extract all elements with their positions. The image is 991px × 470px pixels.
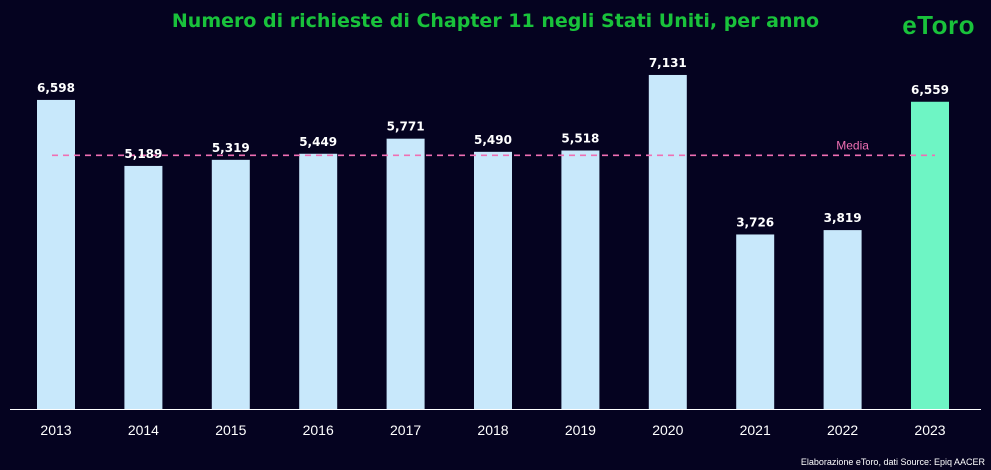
etoro-logo: eToro xyxy=(902,10,975,40)
tick-label-2014: 2014 xyxy=(128,422,159,438)
tick-label-2023: 2023 xyxy=(914,422,945,438)
bar-2023 xyxy=(911,101,949,409)
bar-2018 xyxy=(474,151,512,409)
value-label-2020: 7,131 xyxy=(649,56,687,70)
tick-label-2013: 2013 xyxy=(40,422,71,438)
bar-2014 xyxy=(124,165,163,409)
value-label-2013: 6,598 xyxy=(37,81,75,95)
tick-label-2017: 2017 xyxy=(390,422,421,438)
value-label-2022: 3,819 xyxy=(824,211,862,225)
value-label-2014: 5,189 xyxy=(124,147,162,161)
bar-2022 xyxy=(823,230,862,409)
tick-label-2021: 2021 xyxy=(740,422,771,438)
tick-label-2019: 2019 xyxy=(565,422,596,438)
bar-2021 xyxy=(736,234,775,409)
tick-label-2022: 2022 xyxy=(827,422,858,438)
bar-2020 xyxy=(648,74,687,410)
tick-label-2016: 2016 xyxy=(303,422,334,438)
tick-label-2018: 2018 xyxy=(477,422,508,438)
tick-label-2015: 2015 xyxy=(215,422,246,438)
bar-2017 xyxy=(386,138,425,410)
bar-2015 xyxy=(211,159,250,409)
tick-label-2020: 2020 xyxy=(652,422,683,438)
value-label-2019: 5,518 xyxy=(561,132,599,146)
value-label-2017: 5,771 xyxy=(387,120,425,134)
bar-2013 xyxy=(37,99,75,409)
source-note: Elaborazione eToro, dati Source: Epiq AA… xyxy=(800,457,985,467)
bar-2019 xyxy=(561,150,600,409)
value-label-2016: 5,449 xyxy=(299,135,337,149)
average-label: Media xyxy=(836,138,869,152)
value-label-2015: 5,319 xyxy=(212,141,250,155)
chart-title: Numero di richieste di Chapter 11 negli … xyxy=(171,10,820,32)
value-label-2021: 3,726 xyxy=(736,215,774,229)
value-label-2023: 6,559 xyxy=(911,83,949,97)
value-label-2018: 5,490 xyxy=(474,133,512,147)
bar-2016 xyxy=(299,153,338,409)
